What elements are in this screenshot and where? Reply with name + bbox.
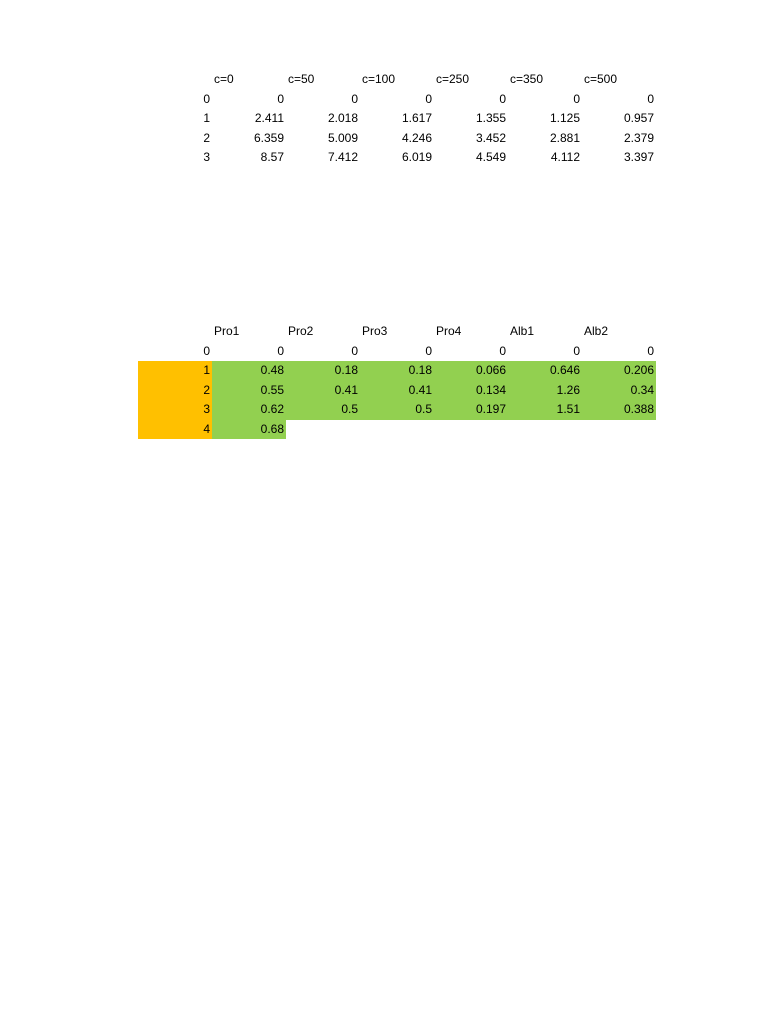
value-cell[interactable]: 0.18 <box>360 361 434 381</box>
header-cell[interactable]: c=50 <box>288 72 315 86</box>
value-cell[interactable]: 0 <box>277 91 284 106</box>
header-row: c=0 c=50 c=100 c=250 c=350 c=500 <box>138 70 658 90</box>
value-cell[interactable] <box>286 420 360 440</box>
value-cell[interactable]: 1.26 <box>508 380 582 400</box>
value-cell[interactable]: 0.68 <box>212 419 286 439</box>
value-cell[interactable] <box>360 420 434 440</box>
value-cell[interactable]: 0 <box>351 91 358 106</box>
index-cell[interactable]: 4 <box>138 419 212 439</box>
value-cell[interactable]: 0.5 <box>286 400 360 420</box>
value-cell[interactable]: 0.388 <box>582 400 656 420</box>
value-cell[interactable]: 0.957 <box>623 111 654 125</box>
value-cell[interactable]: 2.379 <box>623 130 654 145</box>
table-row: 0 0 0 0 0 0 0 <box>138 342 658 362</box>
value-cell[interactable]: 0.134 <box>434 380 508 400</box>
value-cell[interactable]: 0 <box>351 343 358 358</box>
table-row: 4 0.68 <box>138 419 658 440</box>
index-cell[interactable]: 0 <box>203 343 210 358</box>
table-row: 3 8.57 7.412 6.019 4.549 4.112 3.397 <box>138 148 658 168</box>
header-cell[interactable]: Alb1 <box>510 324 535 338</box>
value-cell[interactable]: 6.019 <box>401 150 432 164</box>
table-row: 2 0.55 0.41 0.41 0.134 1.26 0.34 <box>138 380 658 400</box>
value-cell[interactable]: 4.246 <box>401 130 432 145</box>
index-cell[interactable]: 1 <box>138 361 212 381</box>
value-cell[interactable]: 4.112 <box>550 150 580 164</box>
header-cell <box>138 70 212 90</box>
value-cell[interactable]: 0.34 <box>582 380 656 400</box>
value-cell[interactable]: 0.41 <box>286 380 360 400</box>
value-cell[interactable]: 0.646 <box>508 361 582 381</box>
table-row: 3 0.62 0.5 0.5 0.197 1.51 0.388 <box>138 400 658 420</box>
value-cell[interactable]: 0.066 <box>434 361 508 381</box>
value-cell[interactable]: 2.411 <box>254 111 284 125</box>
header-cell[interactable]: c=0 <box>214 72 234 86</box>
value-cell[interactable]: 0.206 <box>582 361 656 381</box>
table-row: 0 0 0 0 0 0 0 <box>138 90 658 110</box>
header-cell[interactable]: c=250 <box>436 72 470 86</box>
index-cell[interactable]: 1 <box>203 111 210 125</box>
value-cell[interactable]: 4.549 <box>475 150 506 164</box>
value-cell[interactable]: 0.48 <box>212 361 286 381</box>
index-cell[interactable]: 3 <box>203 150 210 164</box>
header-cell[interactable]: c=100 <box>362 72 396 86</box>
value-cell[interactable] <box>434 420 508 440</box>
value-cell[interactable]: 2.881 <box>549 130 580 145</box>
value-cell[interactable]: 0.62 <box>212 400 286 420</box>
value-cell[interactable]: 1.125 <box>549 111 580 125</box>
value-cell[interactable]: 0.55 <box>212 380 286 400</box>
value-cell[interactable]: 6.359 <box>253 130 284 145</box>
value-cell[interactable]: 1.617 <box>401 111 432 125</box>
value-cell[interactable]: 3.452 <box>475 130 506 145</box>
value-cell[interactable] <box>582 420 656 440</box>
value-cell[interactable]: 8.57 <box>260 150 284 164</box>
value-cell[interactable]: 0 <box>277 343 284 358</box>
value-cell[interactable] <box>508 420 582 440</box>
table-row: 1 2.411 2.018 1.617 1.355 1.125 0.957 <box>138 109 658 129</box>
header-cell[interactable]: c=500 <box>584 72 618 86</box>
index-cell[interactable]: 3 <box>138 400 212 420</box>
header-row: Pro1 Pro2 Pro3 Pro4 Alb1 Alb2 <box>138 322 658 342</box>
value-cell[interactable]: 2.018 <box>327 111 358 125</box>
value-cell[interactable]: 0 <box>425 343 432 358</box>
concentration-table: c=0 c=50 c=100 c=250 c=350 c=500 0 0 0 0… <box>138 70 658 168</box>
table-row: 2 6.359 5.009 4.246 3.452 2.881 2.379 <box>138 129 658 149</box>
index-cell[interactable]: 2 <box>203 130 210 145</box>
header-cell[interactable]: Pro3 <box>362 324 388 338</box>
header-cell[interactable]: Pro2 <box>288 324 314 338</box>
value-cell[interactable]: 1.355 <box>475 111 506 125</box>
value-cell[interactable]: 0 <box>573 343 580 358</box>
header-cell <box>138 322 212 342</box>
value-cell[interactable]: 3.397 <box>623 150 654 164</box>
value-cell[interactable]: 7.412 <box>327 150 358 164</box>
value-cell[interactable]: 0 <box>647 91 654 106</box>
value-cell[interactable]: 0.18 <box>286 361 360 381</box>
header-cell[interactable]: c=350 <box>510 72 544 86</box>
header-cell[interactable]: Pro4 <box>436 324 462 338</box>
header-cell[interactable]: Pro1 <box>214 324 240 338</box>
table-row: 1 0.48 0.18 0.18 0.066 0.646 0.206 <box>138 361 658 381</box>
value-cell[interactable]: 0 <box>573 91 580 106</box>
index-cell[interactable]: 0 <box>203 91 210 106</box>
header-cell[interactable]: Alb2 <box>584 324 609 338</box>
value-cell[interactable]: 0.41 <box>360 380 434 400</box>
value-cell[interactable]: 0 <box>499 343 506 358</box>
value-cell[interactable]: 0 <box>425 91 432 106</box>
index-cell[interactable]: 2 <box>138 380 212 400</box>
value-cell[interactable]: 0.5 <box>360 400 434 420</box>
value-cell[interactable]: 0 <box>647 343 654 358</box>
value-cell[interactable]: 5.009 <box>327 130 358 145</box>
value-cell[interactable]: 1.51 <box>508 400 582 420</box>
value-cell[interactable]: 0 <box>499 91 506 106</box>
value-cell[interactable]: 0.197 <box>434 400 508 420</box>
sample-table: Pro1 Pro2 Pro3 Pro4 Alb1 Alb2 0 0 0 0 0 … <box>138 322 658 439</box>
